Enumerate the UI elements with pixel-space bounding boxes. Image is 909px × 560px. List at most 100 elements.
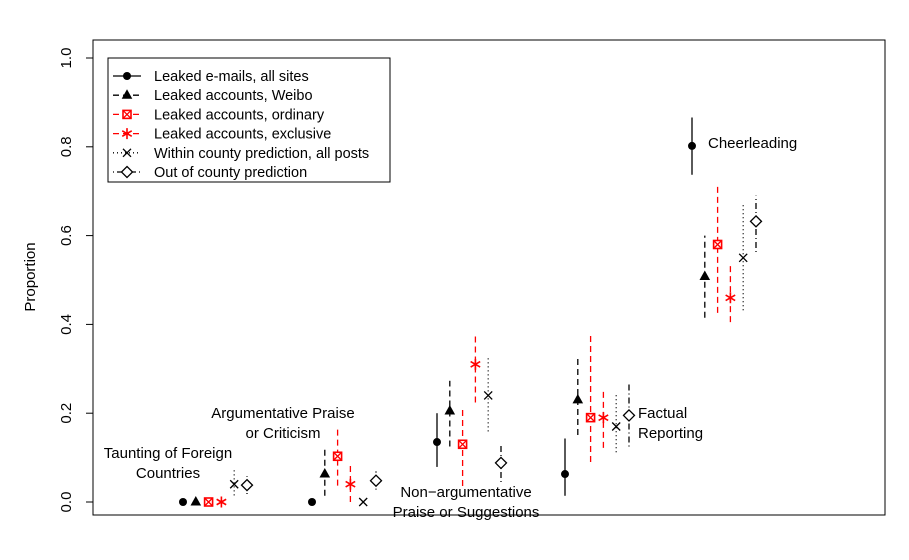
category-label: Cheerleading bbox=[708, 135, 797, 152]
marker-diamond bbox=[369, 474, 383, 488]
marker-boxed-x bbox=[332, 451, 343, 462]
category-label: or Criticism bbox=[246, 425, 321, 442]
series-4 bbox=[229, 204, 748, 507]
marker-shape bbox=[121, 128, 133, 140]
marker-shape bbox=[216, 496, 227, 508]
legend-label: Leaked accounts, Weibo bbox=[154, 88, 313, 104]
marker-asterisk bbox=[470, 358, 481, 370]
legend-item: Out of county prediction bbox=[113, 165, 307, 181]
marker-dot bbox=[433, 438, 441, 447]
category-label: Taunting of Foreign bbox=[104, 445, 232, 462]
marker-diamond bbox=[749, 214, 763, 228]
marker-boxed-x bbox=[457, 439, 468, 450]
marker-shape bbox=[444, 404, 456, 415]
marker-shape bbox=[483, 390, 493, 400]
marker-asterisk bbox=[598, 412, 609, 424]
marker-asterisk bbox=[345, 478, 356, 490]
y-axis: 0.0 0.2 0.4 0.6 0.8 1.0 bbox=[58, 48, 94, 513]
marker-shape bbox=[738, 253, 748, 263]
category-label: Factual bbox=[638, 405, 687, 422]
legend: Leaked e-mails, all sites Leaked accounts… bbox=[107, 57, 391, 183]
y-tick-label: 0.0 bbox=[58, 492, 75, 513]
marker-diamond bbox=[622, 409, 636, 422]
category-label: Argumentative Praise bbox=[211, 405, 354, 422]
marker-shape bbox=[190, 496, 202, 506]
y-tick-label: 0.6 bbox=[58, 225, 75, 246]
category-label: Reporting bbox=[638, 425, 703, 442]
marker-shape bbox=[308, 498, 316, 506]
marker-diamond bbox=[240, 478, 254, 492]
y-tick-label: 0.4 bbox=[58, 314, 75, 335]
marker-x bbox=[738, 253, 748, 263]
category-annotations: Taunting of Foreign Countries Argumentativ… bbox=[104, 135, 797, 521]
marker-x bbox=[358, 497, 368, 507]
marker-diamond bbox=[120, 165, 134, 179]
marker-diamond bbox=[494, 456, 508, 470]
marker-shape bbox=[121, 89, 133, 99]
marker-triangle bbox=[699, 270, 711, 280]
marker-boxed-x bbox=[712, 239, 723, 250]
marker-triangle bbox=[121, 89, 133, 99]
series-layer bbox=[179, 117, 763, 508]
marker-asterisk bbox=[121, 128, 133, 140]
marker-shape bbox=[240, 478, 254, 492]
marker-shape bbox=[561, 470, 569, 479]
marker-shape bbox=[433, 438, 441, 447]
category-label: Praise or Suggestions bbox=[393, 504, 540, 521]
marker-dot bbox=[308, 498, 316, 506]
marker-shape bbox=[122, 148, 132, 158]
marker-boxed-x bbox=[585, 412, 596, 423]
series-0 bbox=[179, 117, 696, 506]
marker-shape bbox=[713, 240, 723, 249]
y-axis-label: Proportion bbox=[22, 242, 39, 311]
marker-dot bbox=[123, 72, 131, 80]
marker-x bbox=[122, 148, 132, 158]
marker-dot bbox=[179, 498, 187, 506]
marker-shape bbox=[598, 412, 609, 424]
marker-shape bbox=[333, 451, 343, 461]
legend-label: Leaked e-mails, all sites bbox=[154, 69, 309, 85]
marker-shape bbox=[470, 358, 481, 370]
marker-triangle bbox=[319, 468, 331, 478]
marker-shape bbox=[358, 497, 368, 507]
legend-item: Within county prediction, all posts bbox=[113, 146, 369, 162]
series-5 bbox=[240, 195, 763, 495]
y-tick-label: 0.8 bbox=[58, 136, 75, 157]
y-tick-label: 1.0 bbox=[58, 48, 75, 69]
marker-shape bbox=[123, 72, 131, 80]
marker-shape bbox=[319, 468, 331, 478]
marker-shape bbox=[179, 498, 187, 506]
marker-shape bbox=[120, 165, 134, 179]
marker-shape bbox=[122, 109, 132, 119]
marker-x bbox=[611, 422, 621, 431]
marker-shape bbox=[586, 413, 596, 423]
marker-x bbox=[483, 390, 493, 400]
marker-shape bbox=[204, 497, 214, 507]
marker-asterisk bbox=[725, 292, 736, 304]
marker-dot bbox=[561, 470, 569, 479]
legend-label: Within county prediction, all posts bbox=[154, 146, 369, 162]
marker-shape bbox=[622, 409, 636, 422]
marker-triangle bbox=[444, 404, 456, 415]
marker-boxed-x bbox=[203, 497, 214, 507]
marker-shape bbox=[699, 270, 711, 280]
marker-asterisk bbox=[216, 496, 227, 508]
legend-label: Leaked accounts, exclusive bbox=[154, 127, 331, 143]
marker-shape bbox=[229, 479, 239, 489]
marker-triangle bbox=[190, 496, 202, 506]
category-label: Countries bbox=[136, 465, 200, 482]
marker-shape bbox=[688, 141, 696, 150]
legend-box bbox=[107, 57, 391, 183]
legend-item: Leaked accounts, Weibo bbox=[113, 88, 313, 104]
marker-shape bbox=[369, 474, 383, 488]
marker-shape bbox=[572, 393, 584, 404]
series-3 bbox=[216, 264, 736, 508]
marker-shape bbox=[345, 478, 356, 490]
y-tick-label: 0.2 bbox=[58, 403, 75, 424]
legend-item: Leaked accounts, exclusive bbox=[113, 127, 331, 143]
marker-shape bbox=[725, 292, 736, 304]
marker-x bbox=[229, 479, 239, 489]
series-2 bbox=[203, 184, 723, 507]
marker-triangle bbox=[572, 393, 584, 404]
